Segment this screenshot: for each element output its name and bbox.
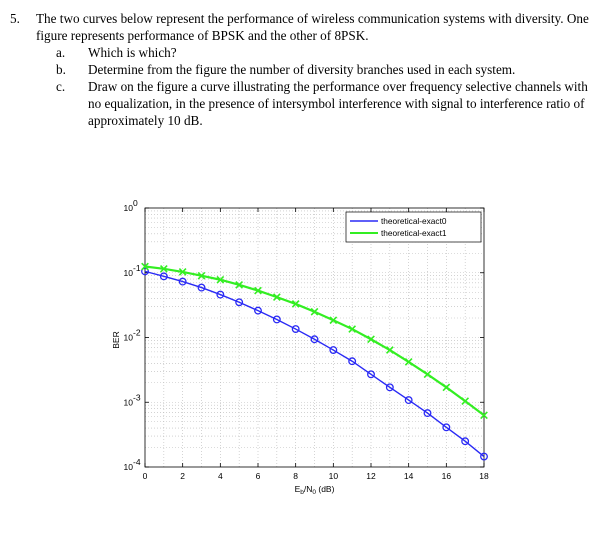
data-point-stroke (367, 335, 375, 344)
x-tick-label: 8 (293, 471, 298, 481)
data-point-stroke (197, 271, 206, 280)
data-point (159, 272, 168, 281)
x-tick-label: 6 (256, 471, 261, 481)
x-axis-label: Eb/N0 (dB) (295, 484, 335, 496)
data-point-stroke (385, 346, 394, 354)
data-point-stroke (235, 280, 244, 289)
question-part-b: b. Determine from the figure the number … (36, 61, 595, 78)
x-tick-label: 2 (180, 471, 185, 481)
data-point (442, 383, 451, 392)
data-point (310, 307, 319, 316)
data-point-stroke (480, 411, 488, 420)
data-point-stroke (310, 307, 319, 316)
x-tick-label: 10 (329, 471, 339, 481)
y-axis-label: BER (111, 331, 121, 348)
x-tick-label: 12 (366, 471, 376, 481)
question-stem: The two curves below represent the perfo… (36, 11, 589, 43)
data-point (178, 268, 187, 276)
data-point-stroke (141, 262, 149, 271)
data-point (141, 267, 149, 276)
y-tick-exponent: -1 (133, 263, 141, 273)
part-label: c. (56, 79, 66, 94)
y-tick-exponent: -2 (133, 328, 141, 338)
y-tick-label: 10 (124, 397, 134, 407)
data-point (235, 280, 244, 289)
data-point (197, 271, 206, 280)
data-point-stroke (461, 397, 470, 406)
part-label: b. (56, 62, 66, 77)
part-text: Draw on the figure a curve illustrating … (88, 79, 588, 128)
data-point (291, 325, 300, 334)
question-number: 5. (10, 11, 20, 26)
data-point-stroke (254, 286, 262, 295)
data-point (385, 346, 394, 354)
data-point-stroke (291, 300, 300, 308)
data-point (423, 370, 432, 379)
data-point (461, 437, 470, 446)
data-point (254, 306, 262, 315)
data-point (235, 298, 244, 307)
data-point (480, 411, 488, 420)
data-point (367, 335, 375, 344)
grid (145, 208, 484, 467)
part-text: Which is which? (88, 45, 177, 60)
data-point (141, 262, 149, 271)
question-part-c: c. Draw on the figure a curve illustrati… (36, 78, 595, 129)
part-label: a. (56, 45, 66, 60)
data-point (310, 335, 319, 344)
legend-label: theoretical-exact0 (381, 216, 447, 226)
series-line (144, 270, 485, 458)
x-tick-label: 18 (479, 471, 489, 481)
x-tick-label: 0 (143, 471, 148, 481)
data-point (442, 423, 451, 432)
data-point-stroke (423, 370, 432, 379)
data-point-stroke (178, 268, 187, 276)
y-tick-label: 10 (124, 462, 134, 472)
data-point (367, 370, 375, 379)
data-point (423, 409, 432, 418)
data-point (404, 358, 413, 366)
data-point (272, 293, 281, 302)
data-point (385, 383, 394, 392)
y-tick-label: 10 (124, 268, 134, 278)
data-point (159, 264, 168, 273)
x-tick-label: 14 (404, 471, 414, 481)
data-point-stroke (329, 316, 338, 325)
data-point (216, 290, 225, 299)
data-point (291, 300, 300, 308)
y-tick-exponent: 0 (133, 198, 138, 208)
y-tick-exponent: -3 (133, 392, 141, 402)
y-tick-exponent: -4 (133, 457, 141, 467)
data-point (348, 357, 357, 366)
x-tick-label: 16 (442, 471, 452, 481)
x-tick-label: 4 (218, 471, 223, 481)
part-text: Determine from the figure the number of … (88, 62, 516, 77)
data-point-stroke (159, 264, 168, 273)
data-point-stroke (404, 358, 413, 366)
y-tick-label: 10 (124, 333, 134, 343)
data-point (461, 397, 470, 406)
data-point (272, 315, 281, 324)
data-point-stroke (348, 325, 357, 333)
data-point (480, 452, 488, 461)
y-tick-label: 10 (124, 203, 134, 213)
data-point-stroke (216, 275, 225, 284)
data-point (197, 283, 206, 292)
data-point (178, 277, 187, 286)
legend-label: theoretical-exact1 (381, 228, 447, 238)
data-point-stroke (442, 383, 451, 392)
data-point (329, 346, 338, 354)
data-point (216, 275, 225, 284)
data-point (254, 286, 262, 295)
data-point (329, 316, 338, 325)
data-point-stroke (272, 293, 281, 302)
question-part-a: a. Which is which? (36, 44, 595, 61)
data-point (404, 396, 413, 405)
legend-box (345, 211, 482, 243)
data-point (348, 325, 357, 333)
question-block: 5. The two curves below represent the pe… (10, 10, 595, 129)
